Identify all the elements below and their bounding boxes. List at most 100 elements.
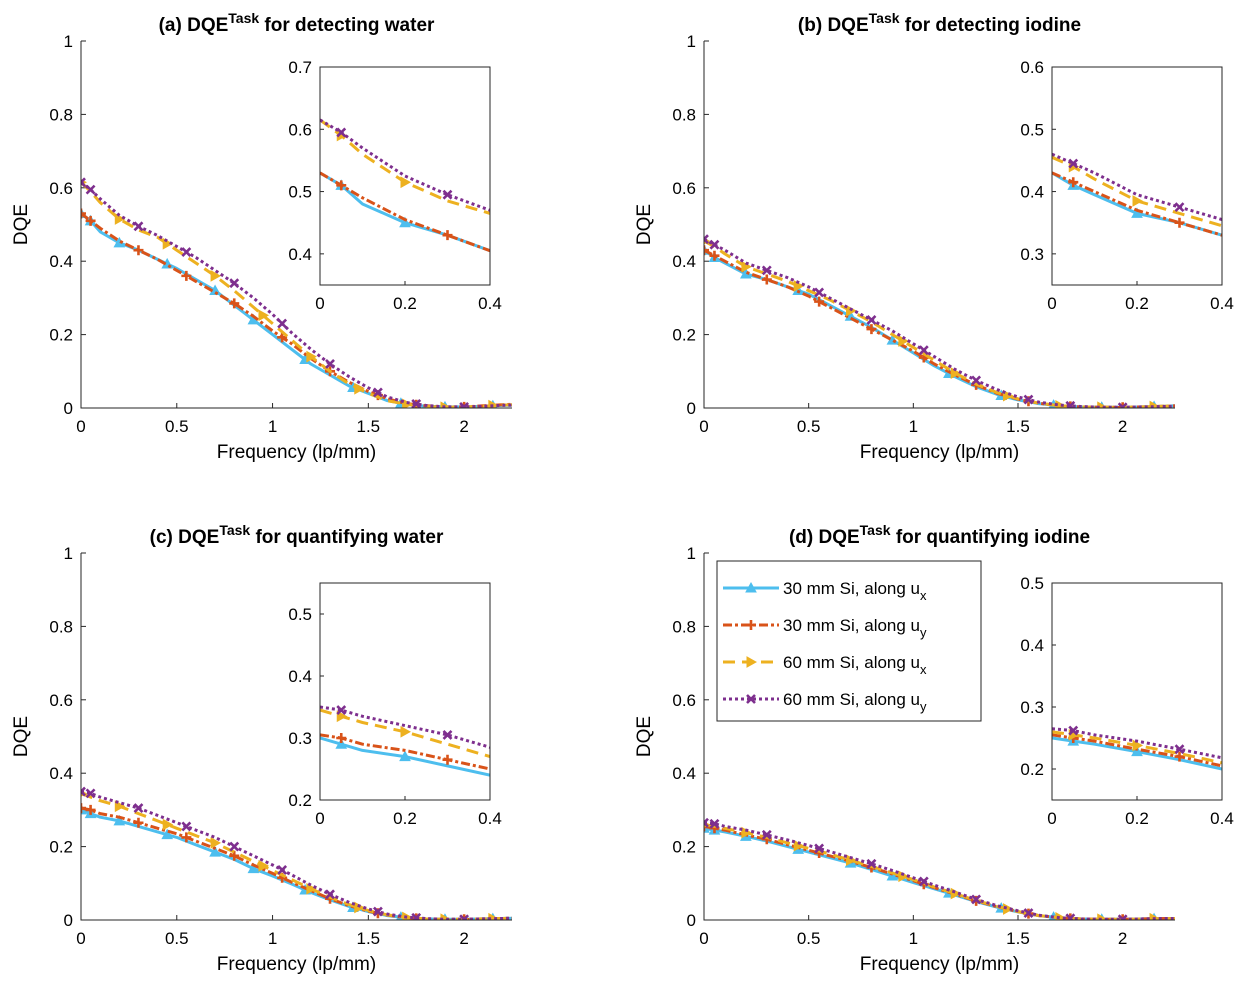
panel-b-ytick-label: 0.8 bbox=[672, 105, 696, 124]
panel-d-series-4-marker bbox=[918, 876, 929, 887]
panel-a-series-4-marker bbox=[277, 318, 288, 329]
panel-c-series-1-marker bbox=[113, 814, 126, 826]
panel-c-inset-xtick-label: 0.2 bbox=[393, 809, 417, 828]
panel-d-inset-ytick-label: 0.2 bbox=[1020, 760, 1044, 779]
panel-c-series-2-marker bbox=[85, 804, 96, 815]
panel-b-series-4-marker bbox=[866, 315, 877, 325]
panel-b-series-4-marker bbox=[1065, 400, 1076, 408]
panel-c-series-1-marker bbox=[161, 828, 174, 840]
panel-a-ytick-label: 0.8 bbox=[49, 105, 73, 124]
panel-c-inset-series-4-marker bbox=[336, 705, 347, 716]
panel-c-plot-area bbox=[81, 786, 512, 920]
panel-c-series-4-marker bbox=[277, 864, 288, 875]
panel-b-series-2-marker bbox=[814, 296, 825, 307]
panel-c-inset-series-1-marker bbox=[399, 750, 411, 762]
panel-c-ytick-label: 0.2 bbox=[49, 838, 73, 857]
panel-d-inset-frame bbox=[1051, 582, 1223, 801]
panel-b-inset-xtick-label: 0.2 bbox=[1125, 294, 1149, 313]
panel-c-inset-frame bbox=[319, 582, 491, 801]
panel-d-axis-lines bbox=[703, 553, 1175, 921]
panel-a-series-2-marker bbox=[85, 215, 96, 226]
panel-c-inset-series-2-marker bbox=[442, 754, 453, 765]
panel-c-series-4-marker bbox=[411, 912, 422, 920]
panel-a-series-2-marker bbox=[181, 270, 192, 281]
panel-c-inset-ytick-label: 0.3 bbox=[288, 729, 312, 748]
panel-d-inset-series-4-marker bbox=[1068, 725, 1079, 736]
panel-d-ytick-label: 0.4 bbox=[672, 764, 696, 783]
panel-b-series-2-marker bbox=[761, 274, 772, 285]
panel-a-series-4-marker bbox=[85, 184, 96, 195]
panel-c-series-4-marker bbox=[372, 906, 383, 917]
panel-b-xtick-label: 0 bbox=[699, 417, 708, 436]
panel-d-series-4-marker bbox=[709, 818, 720, 829]
panel-d-inset-series-3-line bbox=[1052, 730, 1222, 765]
panel-b-ylabel: DQE bbox=[634, 204, 655, 245]
panel-d-ytick-label: 1 bbox=[687, 544, 696, 563]
panel-a-series-4-marker bbox=[229, 278, 240, 289]
panel-a-series-3-marker bbox=[114, 213, 126, 225]
panel-b-inset-series-2-marker bbox=[1174, 217, 1185, 228]
panel-d-inset-background bbox=[1052, 583, 1222, 800]
panel-b-inset-series-4-marker bbox=[1068, 158, 1079, 169]
panel-c-series-3-marker bbox=[210, 837, 222, 849]
panel-c-series-3-marker bbox=[258, 860, 270, 872]
panel-b-xtick-label: 0.5 bbox=[797, 417, 821, 436]
panel-b-series-3-marker bbox=[1003, 389, 1014, 402]
panel-c-inset-plot-area bbox=[320, 705, 490, 777]
panel-c-series-1-marker bbox=[247, 862, 260, 874]
legend-label-2: 30 mm Si, along uy bbox=[783, 616, 927, 640]
panel-c-series-3-marker bbox=[162, 818, 174, 831]
panel-b-series-4-marker bbox=[971, 375, 982, 386]
panel-b-series-2-marker bbox=[866, 324, 877, 335]
panel-c-inset-series-3-marker bbox=[336, 710, 348, 723]
panel-d-series-4-marker bbox=[971, 894, 982, 905]
panel-d-xtick-label: 1 bbox=[909, 929, 918, 948]
panel-a: 0 0.5 1 1.5 2 0 0.2 0.4 0.6 0.8 1 (a) DQETask for d… bbox=[11, 10, 512, 463]
panel-b-ytick-label: 0.4 bbox=[672, 252, 696, 271]
panel-a-xtick-label: 1.5 bbox=[357, 417, 381, 436]
panel-a-series-4-marker bbox=[81, 177, 86, 188]
panel-b-inset-frame bbox=[1051, 66, 1223, 286]
panel-d-inset-ytick-label: 0.5 bbox=[1020, 574, 1044, 593]
panel-b-ytick-label: 0.6 bbox=[672, 179, 696, 198]
panel-d-series-4-marker bbox=[1117, 914, 1128, 920]
panel-d-inset-series-3-marker bbox=[1132, 739, 1144, 752]
panel-c-xlabel: Frequency (lp/mm) bbox=[217, 954, 376, 975]
panel-a-xtick-label: 1 bbox=[268, 417, 277, 436]
panel-d-series-4-marker bbox=[866, 858, 877, 869]
panel-c-inset-ytick-label: 0.2 bbox=[288, 791, 312, 810]
panel-c-inset-series-4-marker bbox=[442, 729, 453, 740]
panel-b-title: (b) DQETask for detecting iodine bbox=[798, 10, 1081, 36]
panel-d-ytick-label: 0.6 bbox=[672, 691, 696, 710]
panel-c-xtick-label: 0 bbox=[76, 929, 85, 948]
panel-a-axis-lines bbox=[80, 41, 512, 409]
panel-b-inset-ytick-label: 0.5 bbox=[1020, 120, 1044, 139]
panel-a-series-4-marker bbox=[372, 387, 383, 398]
panel-b-axis-lines bbox=[703, 41, 1175, 409]
panel-a-inset-plot-area bbox=[320, 118, 490, 253]
panel-d-title: (d) DQETask for quantifying iodine bbox=[789, 522, 1090, 548]
panel-c-inset-background bbox=[320, 583, 490, 800]
panel-d-inset-series-1-line bbox=[1052, 736, 1222, 771]
panel-c-ytick-label: 0.4 bbox=[49, 764, 73, 783]
panel-a-series-3-marker bbox=[258, 309, 270, 322]
panel-c-series-2-marker bbox=[181, 832, 192, 843]
panel-a-xlabel: Frequency (lp/mm) bbox=[217, 442, 376, 463]
panel-a-ytick-label: 0.2 bbox=[49, 326, 73, 345]
legend-marker-2 bbox=[746, 620, 756, 630]
panel-c-title: (c) DQETask for quantifying water bbox=[150, 522, 444, 548]
panel-d-ylabel: DQE bbox=[634, 716, 655, 757]
panel-d-xtick-label: 0.5 bbox=[797, 929, 821, 948]
panel-a-inset-xtick-label: 0.2 bbox=[393, 294, 417, 313]
panel-c-series-4-marker bbox=[229, 841, 240, 852]
panel-a-series-4-marker bbox=[459, 401, 470, 408]
panel-a-inset-ytick-label: 0.7 bbox=[288, 58, 312, 77]
panel-a-series-3-marker bbox=[210, 270, 222, 282]
panel-b-series-4-marker bbox=[704, 234, 709, 245]
panel-d-inset-ytick-label: 0.3 bbox=[1020, 698, 1044, 717]
panel-d-inset-xtick-label: 0 bbox=[1047, 809, 1056, 828]
panel-c-xtick-label: 2 bbox=[459, 929, 468, 948]
panel-c-ylabel: DQE bbox=[11, 716, 32, 757]
panel-b-inset-background bbox=[1052, 67, 1222, 285]
panel-c-ytick-label: 1 bbox=[64, 544, 73, 563]
